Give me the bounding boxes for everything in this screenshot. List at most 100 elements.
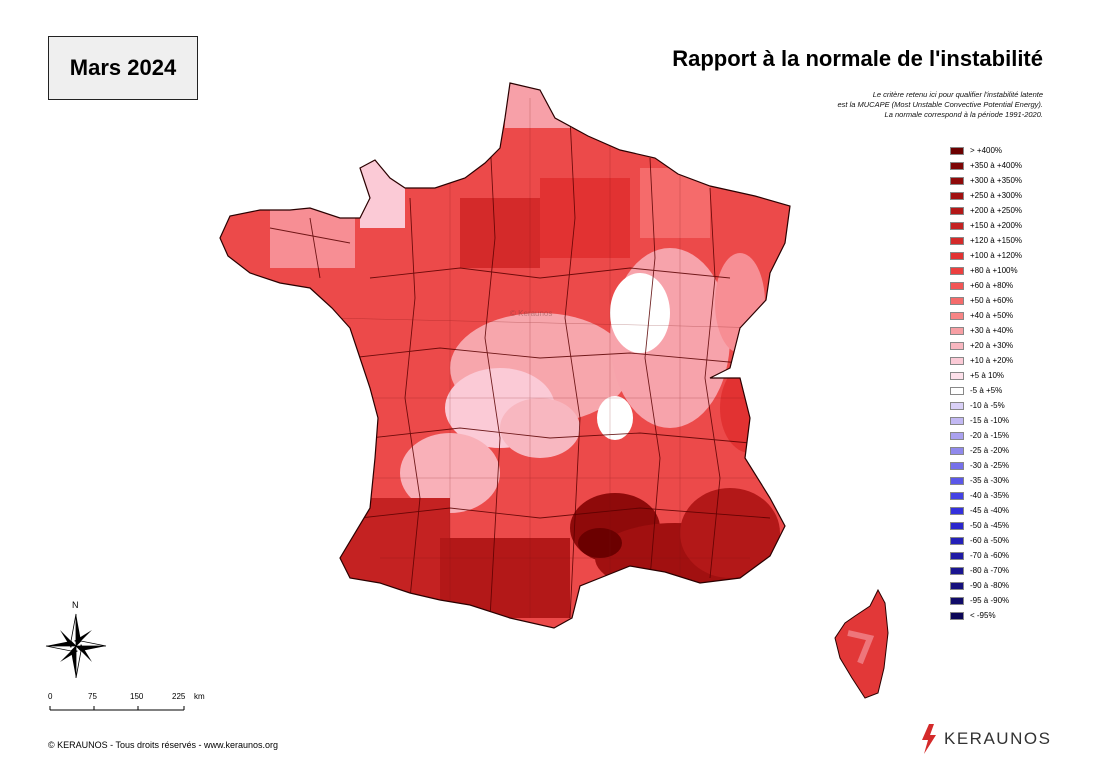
legend-item: +350 à +400% [950, 158, 1060, 173]
legend-item: -20 à -15% [950, 428, 1060, 443]
legend-swatch [950, 161, 964, 170]
scale-tick-75: 75 [88, 692, 97, 701]
subtitle-line-1: Le critère retenu ici pour qualifier l'i… [872, 90, 1043, 99]
legend-swatch [950, 311, 964, 320]
legend-item: -5 à +5% [950, 383, 1060, 398]
legend-item: +80 à +100% [950, 263, 1060, 278]
legend-item: -10 à -5% [950, 398, 1060, 413]
legend-swatch [950, 416, 964, 425]
legend-label: -95 à -90% [970, 596, 1010, 605]
legend-item: +150 à +200% [950, 218, 1060, 233]
legend-item: +300 à +350% [950, 173, 1060, 188]
legend-swatch [950, 581, 964, 590]
color-legend: > +400% +350 à +400% +300 à +350% +250 à +3… [950, 143, 1060, 623]
legend-label: +200 à +250% [970, 206, 1023, 215]
legend-item: -15 à -10% [950, 413, 1060, 428]
legend-label: -40 à -35% [970, 491, 1010, 500]
legend-label: -10 à -5% [970, 401, 1005, 410]
legend-swatch [950, 431, 964, 440]
scale-tick-150: 150 [130, 692, 144, 701]
subtitle-line-3: La normale correspond à la période 1991-… [884, 110, 1043, 119]
legend-item: +20 à +30% [950, 338, 1060, 353]
scale-tick-0: 0 [48, 692, 53, 701]
legend-item: -90 à -80% [950, 578, 1060, 593]
legend-item: -80 à -70% [950, 563, 1060, 578]
legend-item: +200 à +250% [950, 203, 1060, 218]
legend-swatch [950, 566, 964, 575]
legend-label: -80 à -70% [970, 566, 1010, 575]
legend-label: -35 à -30% [970, 476, 1010, 485]
compass-north-label: N [72, 600, 79, 610]
legend-item: +50 à +60% [950, 293, 1060, 308]
legend-label: > +400% [970, 146, 1003, 155]
legend-swatch [950, 461, 964, 470]
legend-label: +250 à +300% [970, 191, 1023, 200]
legend-swatch [950, 536, 964, 545]
legend-item: -25 à -20% [950, 443, 1060, 458]
legend-item: -95 à -90% [950, 593, 1060, 608]
legend-swatch [950, 506, 964, 515]
compass-rose: N [44, 600, 108, 678]
compass-star-icon [45, 613, 107, 678]
legend-label: < -95% [970, 611, 996, 620]
legend-label: +40 à +50% [970, 311, 1014, 320]
subtitle-line-2: est la MUCAPE (Most Unstable Convective … [837, 100, 1044, 109]
lightning-bolt-icon [922, 724, 936, 754]
legend-swatch [950, 596, 964, 605]
legend-item: -70 à -60% [950, 548, 1060, 563]
legend-label: -45 à -40% [970, 506, 1010, 515]
month-label: Mars 2024 [48, 36, 198, 100]
legend-item: +100 à +120% [950, 248, 1060, 263]
legend-label: +10 à +20% [970, 356, 1014, 365]
scale-bar: 0 75 150 225 km [44, 692, 224, 718]
legend-label: -60 à -50% [970, 536, 1010, 545]
legend-label: +30 à +40% [970, 326, 1014, 335]
legend-item: +250 à +300% [950, 188, 1060, 203]
legend-swatch [950, 251, 964, 260]
legend-label: -90 à -80% [970, 581, 1010, 590]
legend-label: -20 à -15% [970, 431, 1010, 440]
legend-item: < -95% [950, 608, 1060, 623]
legend-swatch [950, 266, 964, 275]
legend-item: +40 à +50% [950, 308, 1060, 323]
scale-tick-225: 225 [172, 692, 186, 701]
legend-item: -45 à -40% [950, 503, 1060, 518]
legend-label: -25 à -20% [970, 446, 1010, 455]
legend-label: +80 à +100% [970, 266, 1018, 275]
copyright-notice: © KERAUNOS - Tous droits réservés - www.… [48, 740, 279, 750]
legend-item: +120 à +150% [950, 233, 1060, 248]
legend-swatch [950, 281, 964, 290]
legend-swatch [950, 176, 964, 185]
legend-swatch [950, 236, 964, 245]
legend-swatch [950, 221, 964, 230]
legend-swatch [950, 401, 964, 410]
map-title: Rapport à la normale de l'instabilité [672, 46, 1043, 71]
legend-swatch [950, 446, 964, 455]
keraunos-logo: KERAUNOS [920, 724, 1051, 754]
legend-label: +350 à +400% [970, 161, 1023, 170]
logo-text: KERAUNOS [944, 729, 1052, 748]
legend-label: -70 à -60% [970, 551, 1010, 560]
legend-swatch [950, 611, 964, 620]
legend-label: -30 à -25% [970, 461, 1010, 470]
legend-label: +20 à +30% [970, 341, 1014, 350]
legend-label: +300 à +350% [970, 176, 1023, 185]
legend-swatch [950, 386, 964, 395]
legend-swatch [950, 326, 964, 335]
legend-item: -40 à -35% [950, 488, 1060, 503]
legend-label: +100 à +120% [970, 251, 1023, 260]
legend-swatch [950, 476, 964, 485]
legend-swatch [950, 371, 964, 380]
map-subtitle: Le critère retenu ici pour qualifier l'i… [838, 90, 1044, 120]
legend-item: -30 à -25% [950, 458, 1060, 473]
legend-label: -50 à -45% [970, 521, 1010, 530]
legend-swatch [950, 491, 964, 500]
legend-item: +60 à +80% [950, 278, 1060, 293]
legend-item: -35 à -30% [950, 473, 1060, 488]
legend-swatch [950, 296, 964, 305]
legend-swatch [950, 521, 964, 530]
legend-label: +150 à +200% [970, 221, 1023, 230]
legend-swatch [950, 206, 964, 215]
legend-item: -60 à -50% [950, 533, 1060, 548]
legend-item: +5 à 10% [950, 368, 1060, 383]
